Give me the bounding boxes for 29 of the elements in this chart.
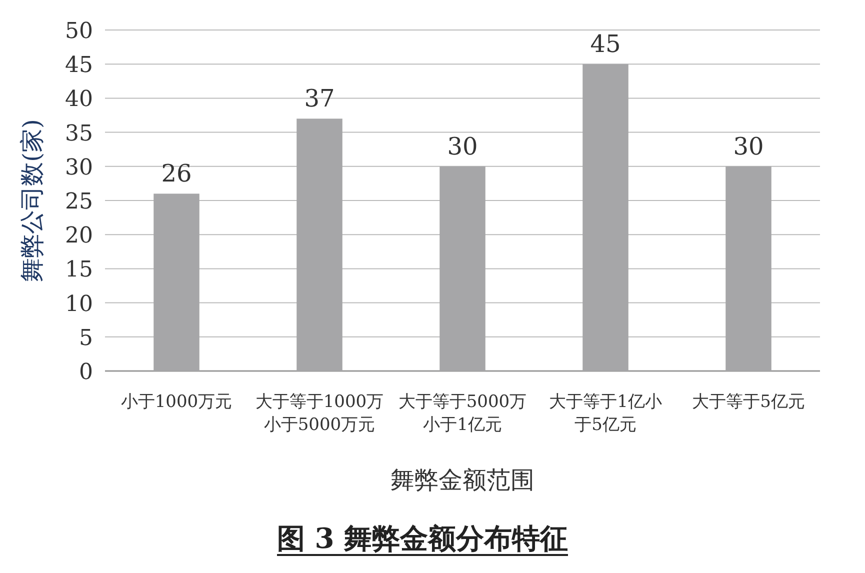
- bar: [154, 194, 200, 371]
- data-label: 30: [733, 132, 764, 160]
- bar: [296, 118, 342, 371]
- data-label: 30: [447, 132, 478, 160]
- bar: [726, 166, 772, 371]
- y-tick-label: 50: [65, 19, 93, 44]
- bar: [582, 64, 628, 371]
- y-tick-label: 15: [65, 258, 93, 283]
- bar: [440, 166, 486, 371]
- text: 图 3 舞弊金额分布特征: [277, 522, 568, 555]
- x-tick-label: 大于等于5000万小于1亿元: [398, 392, 527, 435]
- data-label: 37: [304, 84, 335, 113]
- x-axis-title: 舞弊金额范围: [390, 466, 534, 494]
- y-tick-label: 45: [65, 53, 93, 78]
- x-tick-label: 大于等于5亿元: [692, 392, 805, 412]
- y-tick-label: 35: [65, 121, 93, 146]
- y-tick-label: 25: [65, 190, 93, 214]
- y-tick-label: 20: [65, 224, 93, 249]
- y-tick-label: 0: [79, 360, 93, 385]
- x-tick-label: 大于等于1000万小于5000万元: [255, 392, 384, 435]
- y-axis-title: 舞弊公司数(家): [18, 119, 46, 282]
- data-label: 45: [590, 30, 621, 58]
- y-tick-label: 40: [65, 87, 93, 112]
- y-tick-label: 10: [65, 292, 93, 317]
- data-label: 26: [161, 160, 192, 188]
- y-tick-label: 30: [65, 155, 93, 180]
- x-tick-label: 小于1000万元: [120, 392, 232, 412]
- x-tick-label: 大于等于1亿小于5亿元: [549, 392, 662, 435]
- y-tick-label: 5: [79, 326, 93, 351]
